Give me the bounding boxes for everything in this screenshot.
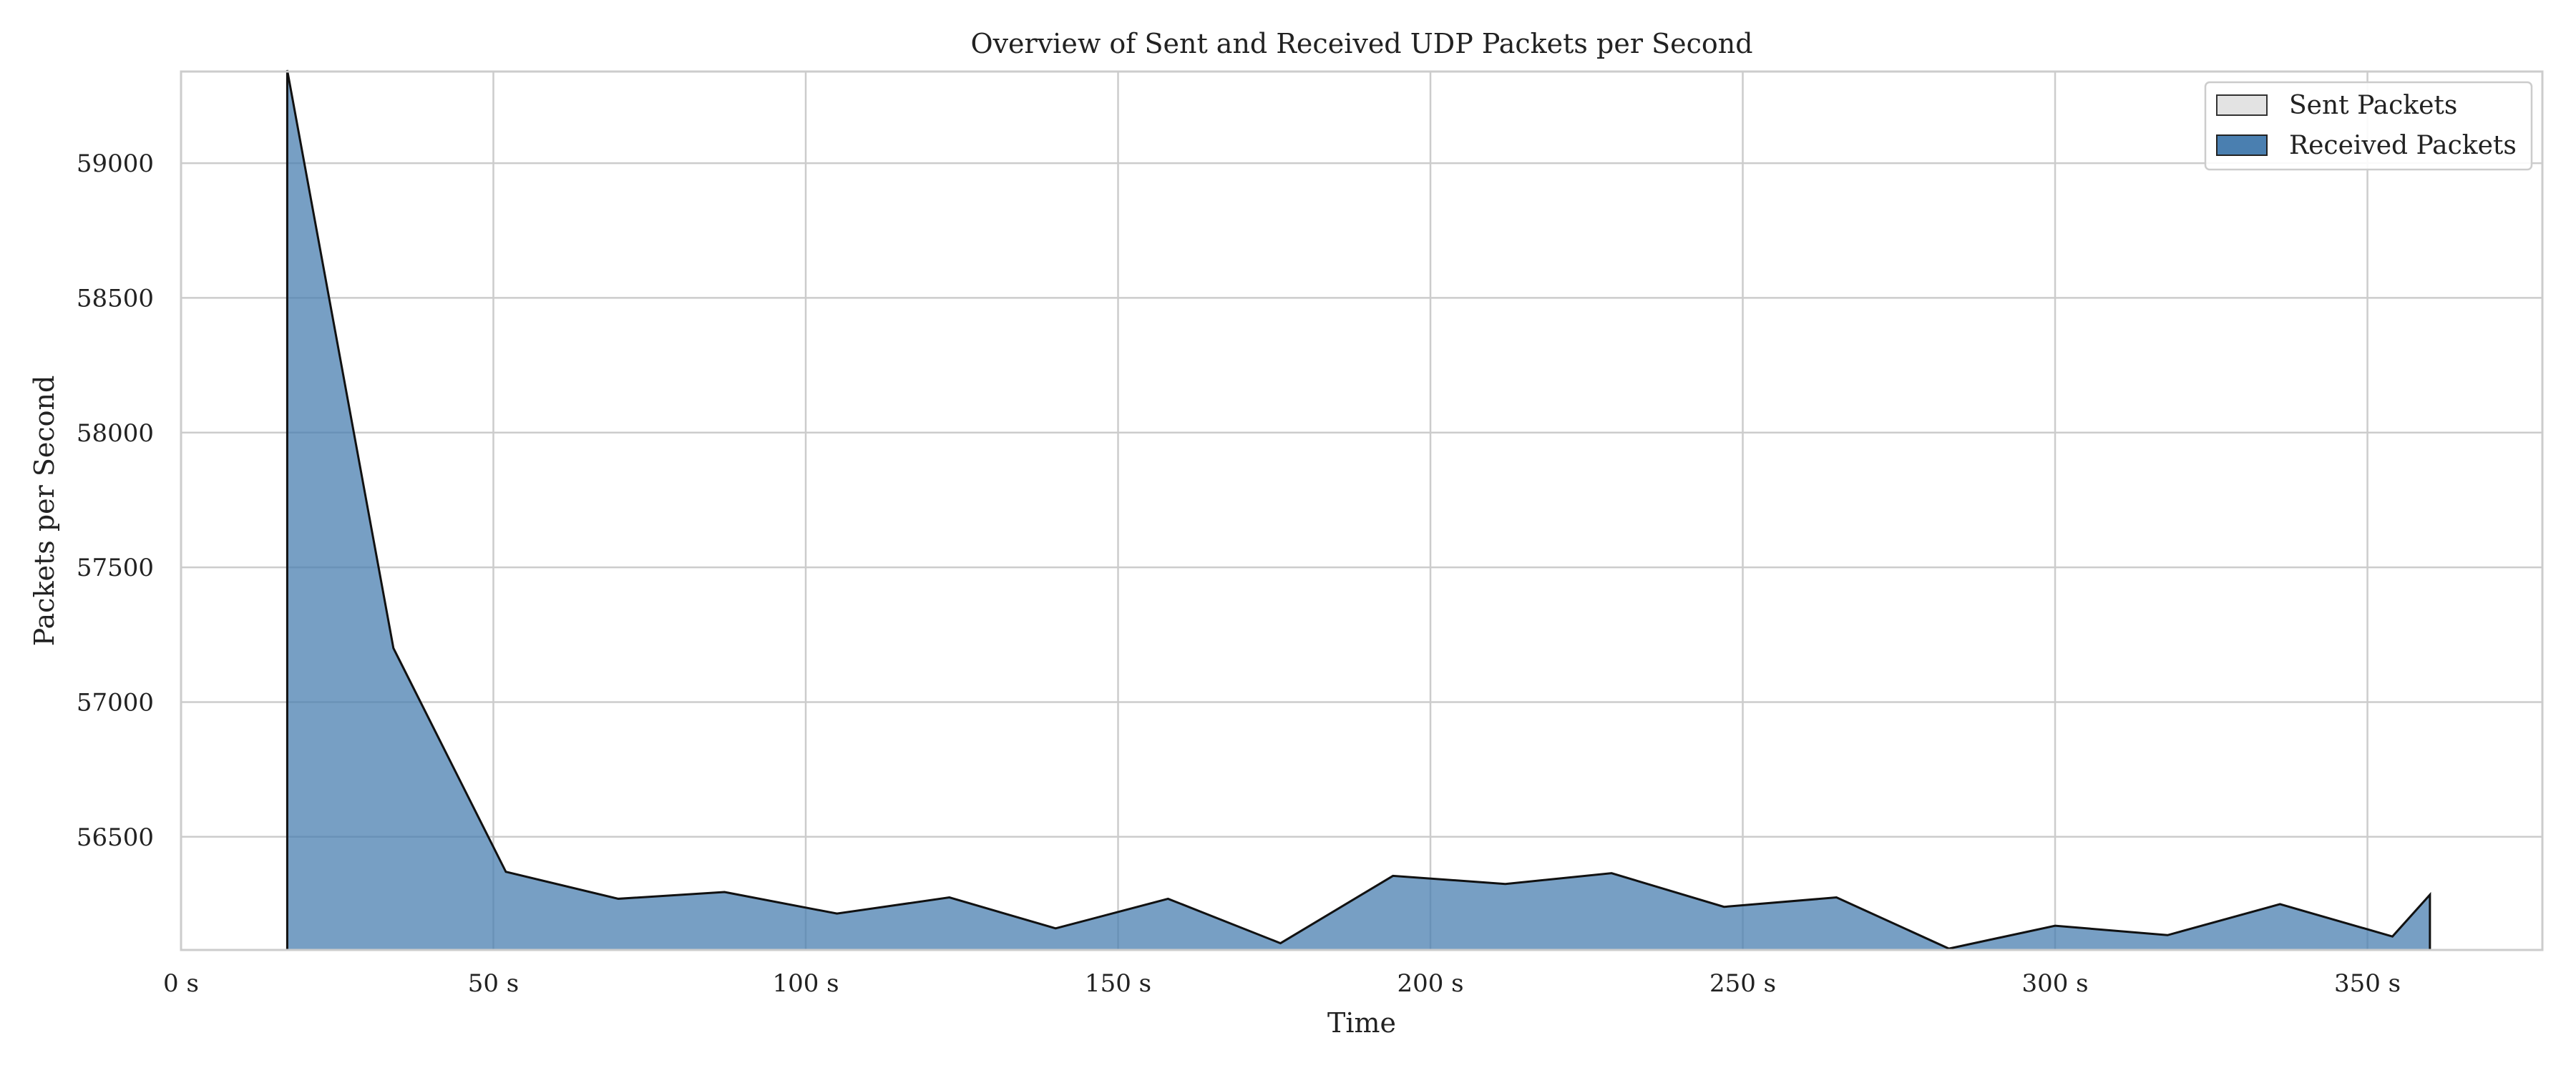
y-tick-label: 57000 [77, 688, 154, 717]
chart-title: Overview of Sent and Received UDP Packet… [970, 28, 1752, 59]
legend-frame [2204, 81, 2533, 171]
x-tick-label: 150 s [1085, 969, 1151, 998]
legend-label-received: Received Packets [2289, 131, 2517, 160]
legend: Sent Packets Received Packets [2204, 81, 2533, 171]
x-tick-label: 50 s [468, 969, 519, 998]
y-tick-label: 59000 [77, 150, 154, 178]
series-areas [286, 69, 2431, 951]
y-tick-label: 58500 [77, 284, 154, 313]
y-axis-label: Packets per Second [29, 376, 60, 647]
x-tick-label: 250 s [1709, 969, 1776, 998]
plot-frame [180, 70, 2544, 951]
x-axis-label: Time [1327, 1007, 1396, 1039]
x-tick-label: 200 s [1397, 969, 1463, 998]
x-tick-label: 100 s [772, 969, 839, 998]
x-tick-label: 350 s [2334, 969, 2401, 998]
legend-swatch-received [2216, 134, 2268, 156]
series-area-1 [286, 69, 2431, 951]
legend-label-sent: Sent Packets [2289, 91, 2457, 120]
y-tick-label: 57500 [77, 554, 154, 582]
legend-swatch-sent [2216, 94, 2268, 116]
x-tick-label: 300 s [2021, 969, 2088, 998]
y-tick-label: 56500 [77, 823, 154, 852]
x-tick-label: 0 s [163, 969, 199, 998]
x-tick-labels: 0 s 50 s 100 s 150 s 200 s 250 s 300 s 350 s [163, 969, 2401, 998]
y-tick-label: 58000 [77, 419, 154, 448]
y-tick-labels: 56500 57000 57500 58000 58500 59000 [77, 150, 154, 852]
gridlines [180, 72, 2542, 950]
